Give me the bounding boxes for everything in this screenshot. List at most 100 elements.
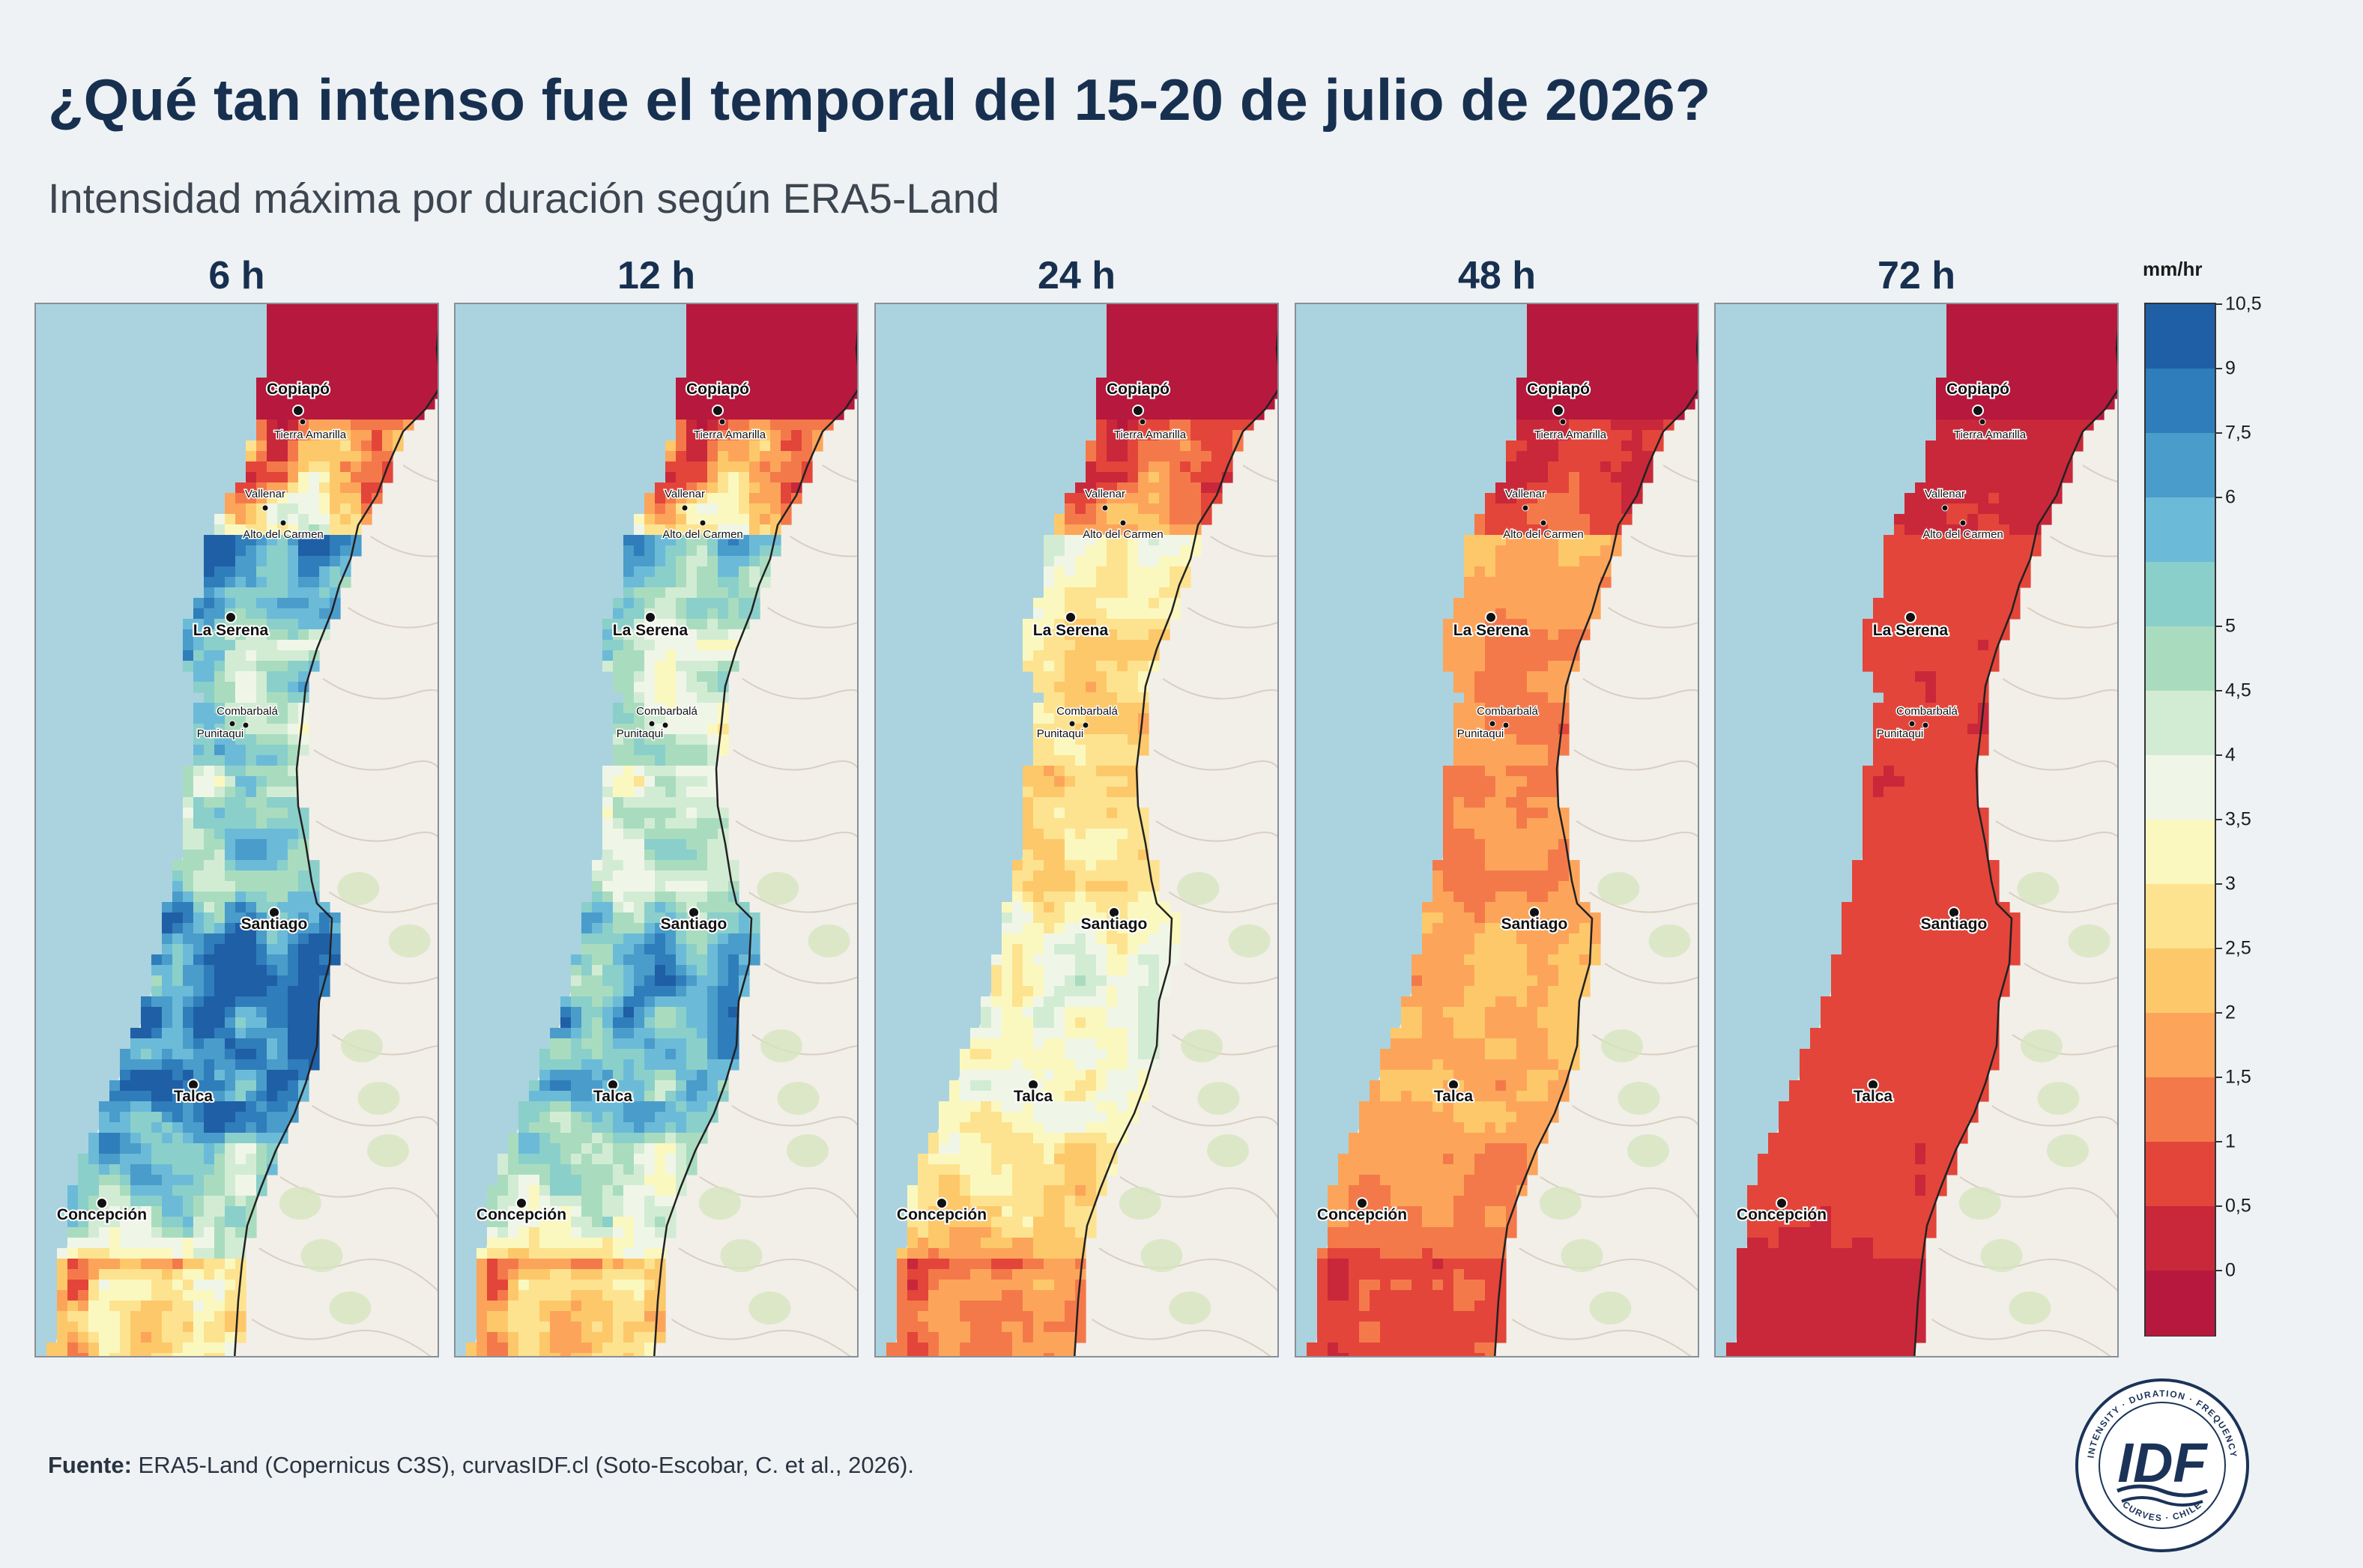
city-marker[interactable] (1108, 906, 1120, 918)
grid-cell (225, 1343, 236, 1354)
city-marker[interactable] (96, 1197, 108, 1209)
grid-cell (644, 1007, 656, 1018)
city-marker[interactable] (268, 906, 280, 918)
map-panel-6h[interactable]: Copiapó Tierra Amarilla Vallenar Alto del C… (34, 303, 439, 1357)
grid-cell (235, 556, 246, 567)
grid-cell (1107, 892, 1118, 903)
grid-cell (277, 315, 288, 326)
grid-cell (949, 1164, 960, 1175)
grid-cell (183, 1091, 194, 1102)
grid-cell (1012, 975, 1023, 987)
city-marker[interactable] (699, 519, 707, 527)
grid-cell (162, 1185, 173, 1196)
grid-cell (1086, 1133, 1097, 1144)
grid-cell (1190, 388, 1202, 399)
grid-cell (991, 1290, 1002, 1301)
map-panel-24h[interactable]: Copiapó Tierra Amarilla Vallenar Alto del C… (874, 303, 1279, 1357)
city-marker[interactable] (242, 721, 249, 729)
city-marker[interactable] (648, 720, 656, 727)
grid-cell (1075, 986, 1086, 997)
city-marker[interactable] (225, 611, 237, 623)
city-marker[interactable] (644, 611, 656, 623)
city-marker[interactable] (681, 504, 689, 512)
city-marker[interactable] (299, 418, 306, 426)
grid-cell (1138, 336, 1149, 347)
grid-cell (298, 598, 309, 609)
grid-cell (981, 1080, 992, 1092)
city-marker[interactable] (1132, 405, 1144, 417)
city-marker[interactable] (718, 418, 726, 426)
grid-cell (686, 650, 698, 662)
grid-cell (393, 325, 404, 336)
city-marker[interactable] (279, 519, 287, 527)
city-marker[interactable] (292, 405, 304, 417)
city-label: Combarbalá (636, 705, 698, 718)
city-marker[interactable] (1139, 418, 1146, 426)
city-marker[interactable] (229, 720, 236, 727)
grid-cell (686, 1059, 698, 1071)
grid-cell (739, 944, 750, 955)
grid-cell (78, 1154, 89, 1165)
grid-cell (497, 1238, 509, 1249)
grid-cell (151, 1269, 163, 1280)
grid-cell (361, 388, 372, 399)
grid-cell (88, 1290, 100, 1301)
grid-cell (1065, 1185, 1076, 1196)
grid-cell (267, 818, 278, 829)
city-marker[interactable] (515, 1197, 527, 1209)
grid-cell (340, 388, 351, 399)
grid-cell (970, 1311, 981, 1322)
grid-cell (718, 587, 729, 599)
grid-cell (718, 1028, 729, 1039)
map-panel-12h[interactable]: Copiapó Tierra Amarilla Vallenar Alto del C… (454, 303, 859, 1357)
city-marker[interactable] (1065, 611, 1077, 623)
grid-cell (854, 336, 857, 347)
grid-cell (1002, 1248, 1013, 1259)
grid-cell (225, 1248, 236, 1259)
grid-cell (602, 1133, 614, 1144)
grid-cell (886, 1353, 898, 1356)
vegetation-patch (1169, 1292, 1211, 1325)
grid-cell (634, 808, 645, 819)
grid-cell (393, 367, 404, 378)
grid-cell (1117, 346, 1128, 357)
city-marker[interactable] (712, 405, 724, 417)
city-marker[interactable] (662, 721, 669, 729)
grid-cell (340, 503, 351, 515)
city-marker[interactable] (1101, 504, 1109, 512)
grid-cell (1086, 661, 1097, 672)
city-marker[interactable] (261, 504, 269, 512)
grid-cell (718, 650, 729, 662)
city-marker[interactable] (1119, 519, 1127, 527)
grid-cell (298, 524, 309, 536)
grid-cell (602, 1238, 614, 1249)
grid-cell (529, 1353, 540, 1356)
grid-cell (1096, 430, 1107, 441)
grid-cell (67, 1301, 79, 1312)
grid-cell (686, 965, 698, 976)
city-marker[interactable] (936, 1197, 948, 1209)
city-marker[interactable] (688, 906, 700, 918)
grid-cell (162, 1280, 173, 1291)
map-panel-48h[interactable]: Copiapó Tierra Amarilla Vallenar Alto del C… (1295, 303, 1699, 1357)
grid-cell (571, 1280, 582, 1291)
grid-cell (550, 1175, 561, 1186)
grid-cell (99, 1185, 110, 1196)
city-marker[interactable] (1082, 721, 1089, 729)
grid-cell (1023, 1185, 1034, 1196)
grid-cell (214, 598, 226, 609)
grid-cell (1117, 703, 1128, 714)
grid-cell (634, 734, 645, 745)
grid-cell (571, 1070, 582, 1081)
grid-cell (1065, 776, 1076, 787)
grid-cell (686, 892, 698, 903)
grid-cell (403, 346, 414, 357)
grid-cell (644, 975, 656, 987)
city-marker[interactable] (607, 1079, 619, 1091)
city-marker[interactable] (1068, 720, 1076, 727)
grid-cell (120, 1154, 131, 1165)
city-marker[interactable] (187, 1079, 199, 1091)
grid-cell (277, 829, 288, 840)
grid-cell (214, 1206, 226, 1217)
city-marker[interactable] (1027, 1079, 1039, 1091)
